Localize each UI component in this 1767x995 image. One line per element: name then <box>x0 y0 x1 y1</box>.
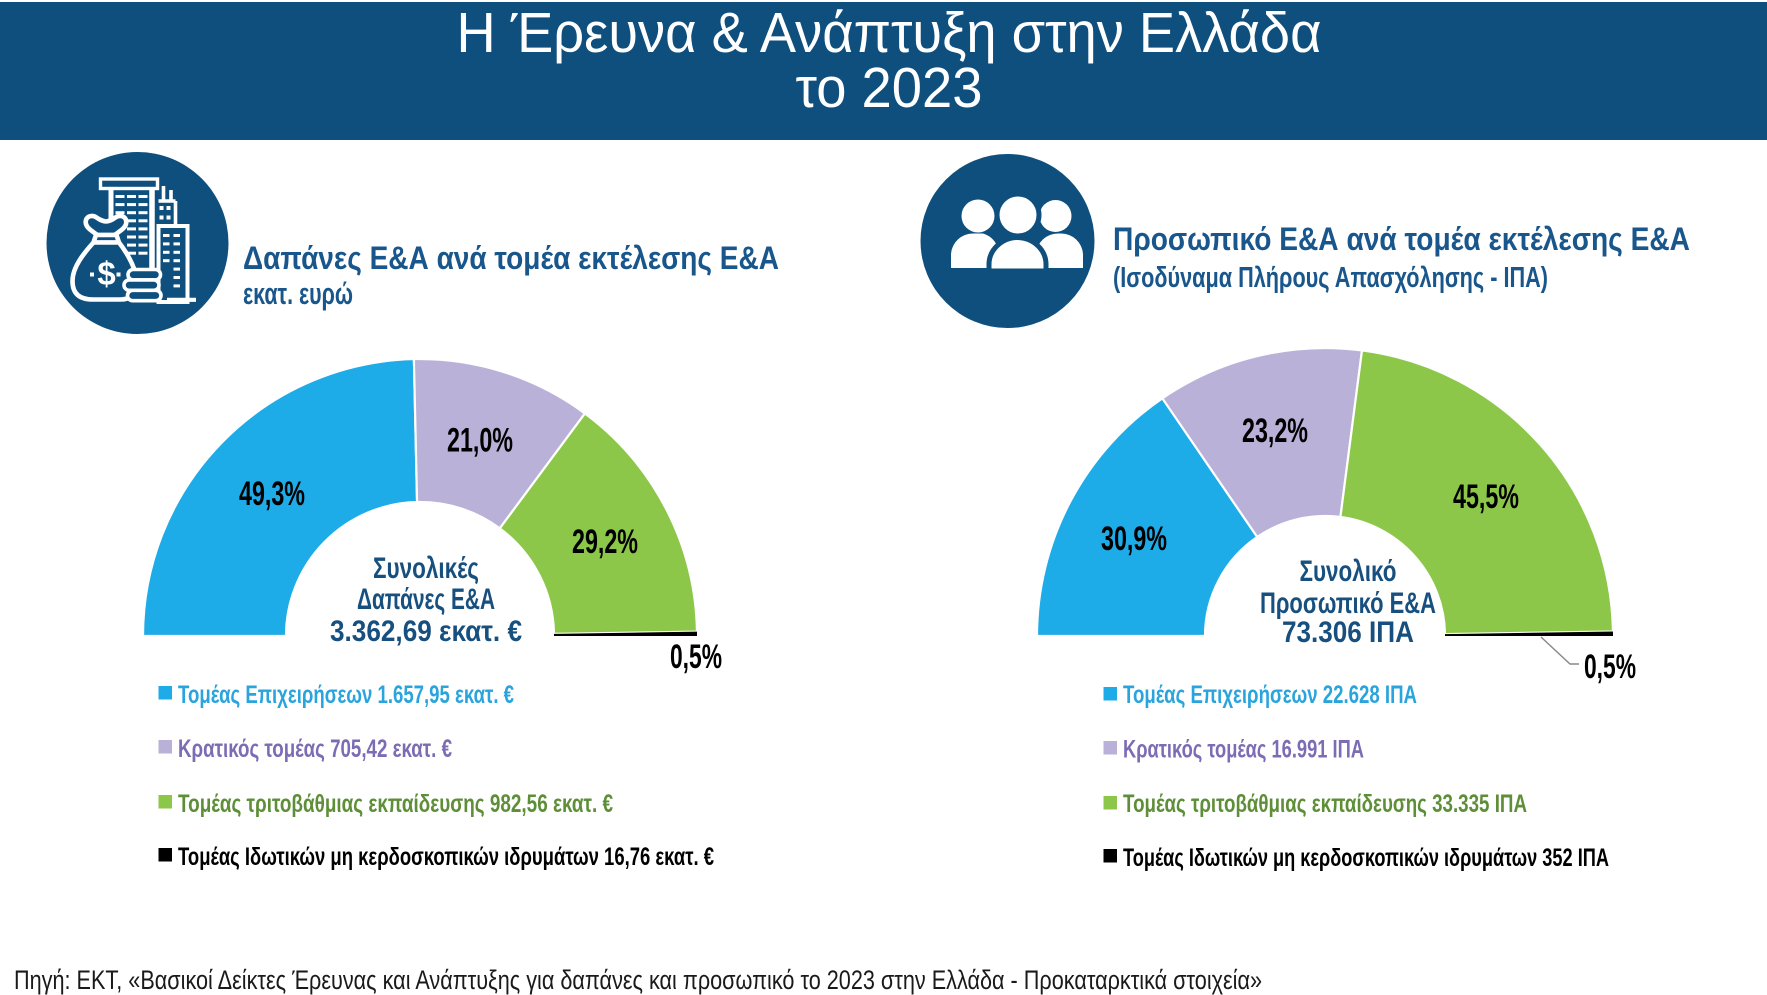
svg-text:Τομέας Επιχειρήσεων 1.657,95 ε: Τομέας Επιχειρήσεων 1.657,95 εκατ. € <box>178 681 514 709</box>
svg-text:0,5%: 0,5% <box>670 638 722 676</box>
svg-text:29,2%: 29,2% <box>572 523 638 561</box>
svg-text:Τομέας Ιδωτικών μη κερδοσκοπικ: Τομέας Ιδωτικών μη κερδοσκοπικών ιδρυμάτ… <box>178 843 714 871</box>
svg-text:73.306 ΙΠΑ: 73.306 ΙΠΑ <box>1282 616 1414 649</box>
svg-text:το 2023: το 2023 <box>796 56 983 120</box>
svg-text:21,0%: 21,0% <box>447 422 513 460</box>
svg-text:23,2%: 23,2% <box>1242 412 1308 450</box>
svg-text:εκατ. ευρώ: εκατ. ευρώ <box>243 276 353 311</box>
svg-text:Προσωπικό Ε&Α: Προσωπικό Ε&Α <box>1260 587 1436 620</box>
svg-text:Τομέας Ιδωτικών μη κερδοσκοπικ: Τομέας Ιδωτικών μη κερδοσκοπικών ιδρυμάτ… <box>1123 844 1609 872</box>
svg-text:Κρατικός τομέας 705,42 εκατ. €: Κρατικός τομέας 705,42 εκατ. € <box>178 735 452 763</box>
svg-text:$: $ <box>97 255 115 292</box>
svg-text:Κρατικός τομέας 16.991 ΙΠΑ: Κρατικός τομέας 16.991 ΙΠΑ <box>1123 736 1364 764</box>
svg-text:Συνολικές: Συνολικές <box>373 552 479 585</box>
svg-text:(Ισοδύναμα Πλήρους Απασχόλησης: (Ισοδύναμα Πλήρους Απασχόλησης - ΙΠΑ) <box>1113 262 1548 294</box>
svg-text:30,9%: 30,9% <box>1101 520 1167 558</box>
svg-text:Δαπάνες Ε&Α ανά τομέα εκτέλεση: Δαπάνες Ε&Α ανά τομέα εκτέλεσης Ε&Α <box>243 240 779 276</box>
svg-text:0,5%: 0,5% <box>1584 648 1636 686</box>
svg-text:45,5%: 45,5% <box>1453 478 1519 516</box>
svg-text:Πηγή: ΕΚΤ, «Βασικοί Δείκτες Έρ: Πηγή: ΕΚΤ, «Βασικοί Δείκτες Έρευνας και … <box>14 965 1262 995</box>
svg-text:Τομέας τριτοβάθμιας εκπαίδευση: Τομέας τριτοβάθμιας εκπαίδευσης 982,56 ε… <box>178 790 613 818</box>
svg-text:Τομέας Επιχειρήσεων 22.628 ΙΠΑ: Τομέας Επιχειρήσεων 22.628 ΙΠΑ <box>1123 681 1417 709</box>
svg-text:3.362,69 εκατ. €: 3.362,69 εκατ. € <box>330 615 522 648</box>
svg-text:Συνολικό: Συνολικό <box>1300 555 1397 588</box>
svg-text:Δαπάνες Ε&Α: Δαπάνες Ε&Α <box>357 583 495 616</box>
svg-text:Η Έρευνα & Ανάπτυξη στην Ελλάδ: Η Έρευνα & Ανάπτυξη στην Ελλάδα <box>457 1 1322 65</box>
svg-text:Τομέας τριτοβάθμιας εκπαίδευση: Τομέας τριτοβάθμιας εκπαίδευσης 33.335 Ι… <box>1123 790 1527 818</box>
svg-text:Προσωπικό Ε&Α ανά τομέα εκτέλε: Προσωπικό Ε&Α ανά τομέα εκτέλεσης Ε&Α <box>1113 221 1690 257</box>
svg-text:49,3%: 49,3% <box>239 475 305 513</box>
